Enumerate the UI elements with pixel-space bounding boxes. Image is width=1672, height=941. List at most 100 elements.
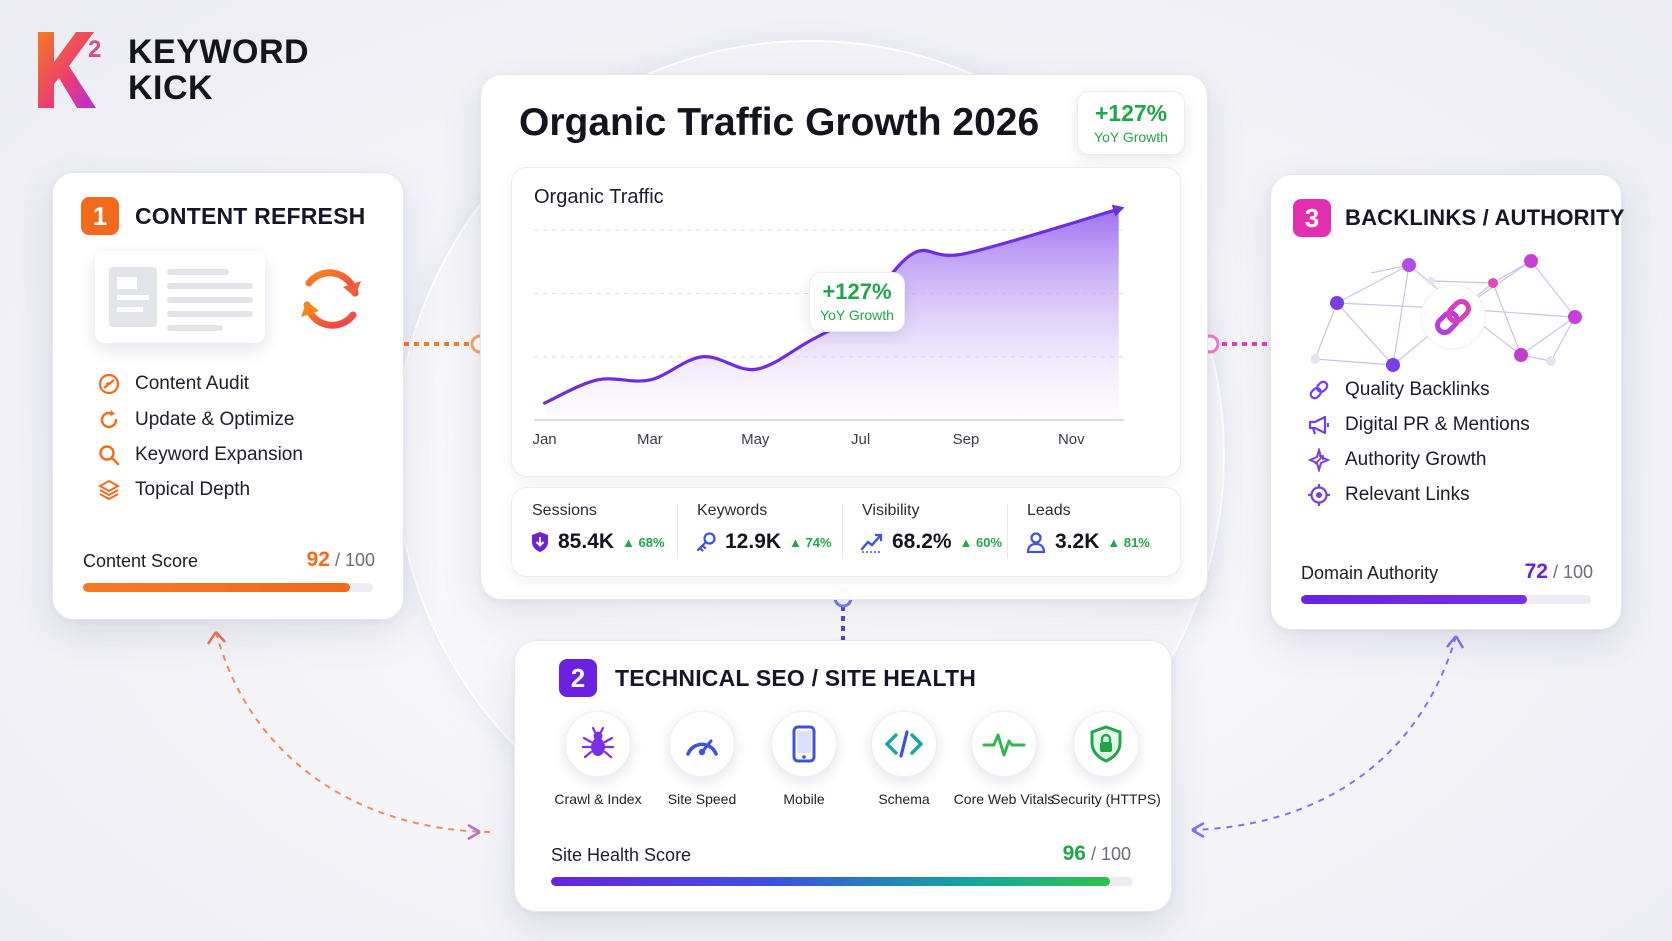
spider-icon [581, 726, 615, 759]
tech-item-label: Site Speed [667, 791, 737, 807]
tech-item-core-web-vitals: Core Web Vitals [949, 711, 1059, 807]
traffic-metrics-panel: Sessions 85.4K ▲ 68% Keywords 12.9K ▲ 74… [511, 487, 1181, 577]
metric-value: 68.2% [892, 530, 952, 553]
section-title: TECHNICAL SEO / SITE HEALTH [615, 665, 977, 691]
tech-item-label: Mobile [783, 791, 825, 807]
metric-value: 12.9K [725, 530, 782, 553]
tech-item-mobile: Mobile [749, 711, 859, 807]
metric-value-row: 3.2K ▲ 81% [1025, 530, 1150, 554]
metric-divider [677, 504, 678, 558]
metric-visibility: Visibility 68.2% ▲ 60% [842, 488, 1007, 574]
refresh-icon [301, 269, 361, 329]
metric-value: 85.4K [558, 530, 615, 553]
site-health-score-bar [551, 877, 1133, 886]
metric-value-row: 85.4K ▲ 68% [530, 530, 665, 554]
domain-authority-label: Domain Authority [1301, 563, 1439, 583]
chart-growth-callout: +127% YoY Growth [809, 272, 905, 332]
metric-divider [842, 504, 843, 558]
section-number-badge: 1 [81, 197, 119, 235]
list-item-digital-pr: Digital PR & Mentions [1305, 410, 1530, 440]
site-health-score-label: Site Health Score [551, 845, 692, 865]
content-score-bar-fill [83, 583, 350, 592]
shield-icon [532, 532, 548, 552]
metric-value-row: 12.9K ▲ 74% [695, 530, 832, 554]
site-health-score-value: 96 / 100 [1063, 842, 1131, 866]
list-item-quality-backlinks: Quality Backlinks [1305, 375, 1490, 405]
list-item-label: Authority Growth [1345, 449, 1487, 470]
callout-label: YoY Growth [820, 307, 894, 323]
tech-item-icon-circle [771, 711, 837, 777]
traffic-title: Organic Traffic Growth 2026 [519, 101, 1040, 144]
domain-authority-bar-fill [1301, 595, 1528, 604]
tech-item-icon-circle [971, 711, 1037, 777]
tech-item-crawl-index: Crawl & Index [543, 711, 653, 807]
tech-item-label: Crawl & Index [554, 791, 642, 807]
backlinks-list: Quality Backlinks Digital PR & Mentions … [1305, 375, 1605, 525]
growth-icon [1305, 446, 1333, 474]
metric-divider [1007, 504, 1008, 558]
document-illustration [95, 251, 265, 343]
yoy-growth-badge: +127% YoY Growth [1077, 91, 1185, 155]
chart-trend-arrow [1111, 204, 1125, 217]
domain-authority-value: 72 / 100 [1525, 560, 1593, 584]
trend-icon [860, 533, 883, 553]
tech-item-icon-circle [565, 711, 631, 777]
tech-item-label: Security (HTTPS) [1051, 791, 1161, 807]
metric-change: ▲ 68% [622, 534, 665, 550]
callout-value: +127% [822, 279, 892, 304]
list-item-authority-growth: Authority Growth [1305, 445, 1487, 475]
score-max: / 100 [1552, 562, 1593, 582]
technical-seo-card: 2 TECHNICAL SEO / SITE HEALTH Crawl & In… [514, 640, 1172, 912]
list-item-keyword-expansion: Keyword Expansion [95, 440, 303, 470]
section-title: CONTENT REFRESH [135, 203, 366, 229]
technical-seo-items: Crawl & Index Site Speed Mobile Schema C… [525, 711, 1165, 821]
refresh-icon [95, 406, 123, 434]
list-item-label: Update & Optimize [135, 409, 295, 430]
tech-item-icon-circle [1073, 711, 1139, 777]
yoy-growth-value: +127% [1094, 100, 1168, 126]
metric-change: ▲ 81% [1107, 534, 1150, 550]
metric-value-row: 68.2% ▲ 60% [860, 530, 1002, 554]
list-item-topical-depth: Topical Depth [95, 475, 250, 505]
network-nodes [1311, 254, 1582, 372]
code-icon [885, 730, 923, 758]
section-number-badge: 3 [1293, 199, 1331, 237]
link-icon [1305, 376, 1333, 404]
tech-item-schema: Schema [849, 711, 959, 807]
chart-title: Organic Traffic [534, 186, 664, 208]
list-item-label: Quality Backlinks [1345, 379, 1490, 400]
brand-logo-superscript: 2 [88, 36, 102, 63]
lock-shield-icon [1090, 725, 1122, 763]
list-item-relevant-links: Relevant Links [1305, 480, 1470, 510]
link-network-illustration [1311, 254, 1582, 372]
list-item-label: Content Audit [135, 373, 250, 394]
metric-leads: Leads 3.2K ▲ 81% [1007, 488, 1182, 574]
brand-name: KEYWORD KICK [128, 34, 309, 106]
metric-label: Leads [1027, 502, 1071, 519]
chart-x-tick-label: May [741, 431, 770, 448]
list-item-update-optimize: Update & Optimize [95, 405, 294, 435]
metric-change: ▲ 60% [959, 534, 1003, 550]
backlinks-authority-card: 3 BACKLINKS / AUTHORITY Quali [1270, 174, 1625, 630]
brand-name-line2: KICK [128, 69, 214, 107]
document-icon [109, 267, 253, 331]
pulse-icon [982, 733, 1026, 757]
list-item-label: Digital PR & Mentions [1345, 414, 1530, 435]
section-title: BACKLINKS / AUTHORITY [1345, 205, 1625, 230]
chart-area-fill [544, 209, 1119, 420]
traffic-area-chart: Jan Mar May Jul Sep Nov [532, 204, 1125, 448]
content-score-bar [83, 583, 373, 592]
tech-item-icon-circle [871, 711, 937, 777]
tech-item-security-https: Security (HTTPS) [1051, 711, 1161, 807]
chart-x-tick-label: Nov [1058, 431, 1085, 448]
metric-label: Sessions [532, 502, 597, 519]
target-icon [1305, 481, 1333, 509]
metric-change: ▲ 74% [789, 534, 832, 550]
list-item-label: Keyword Expansion [135, 444, 303, 465]
search-icon [95, 441, 123, 469]
chart-x-tick-label: Jul [851, 431, 870, 448]
megaphone-icon [1305, 411, 1333, 439]
list-item-content-audit: Content Audit [95, 369, 249, 399]
traffic-chart-panel: Organic Traffic Jan Mar May Jul Sep Nov +127%… [511, 167, 1181, 477]
content-refresh-card: 1 CONTENT REFRESH Content Audit Update &… [52, 172, 404, 620]
